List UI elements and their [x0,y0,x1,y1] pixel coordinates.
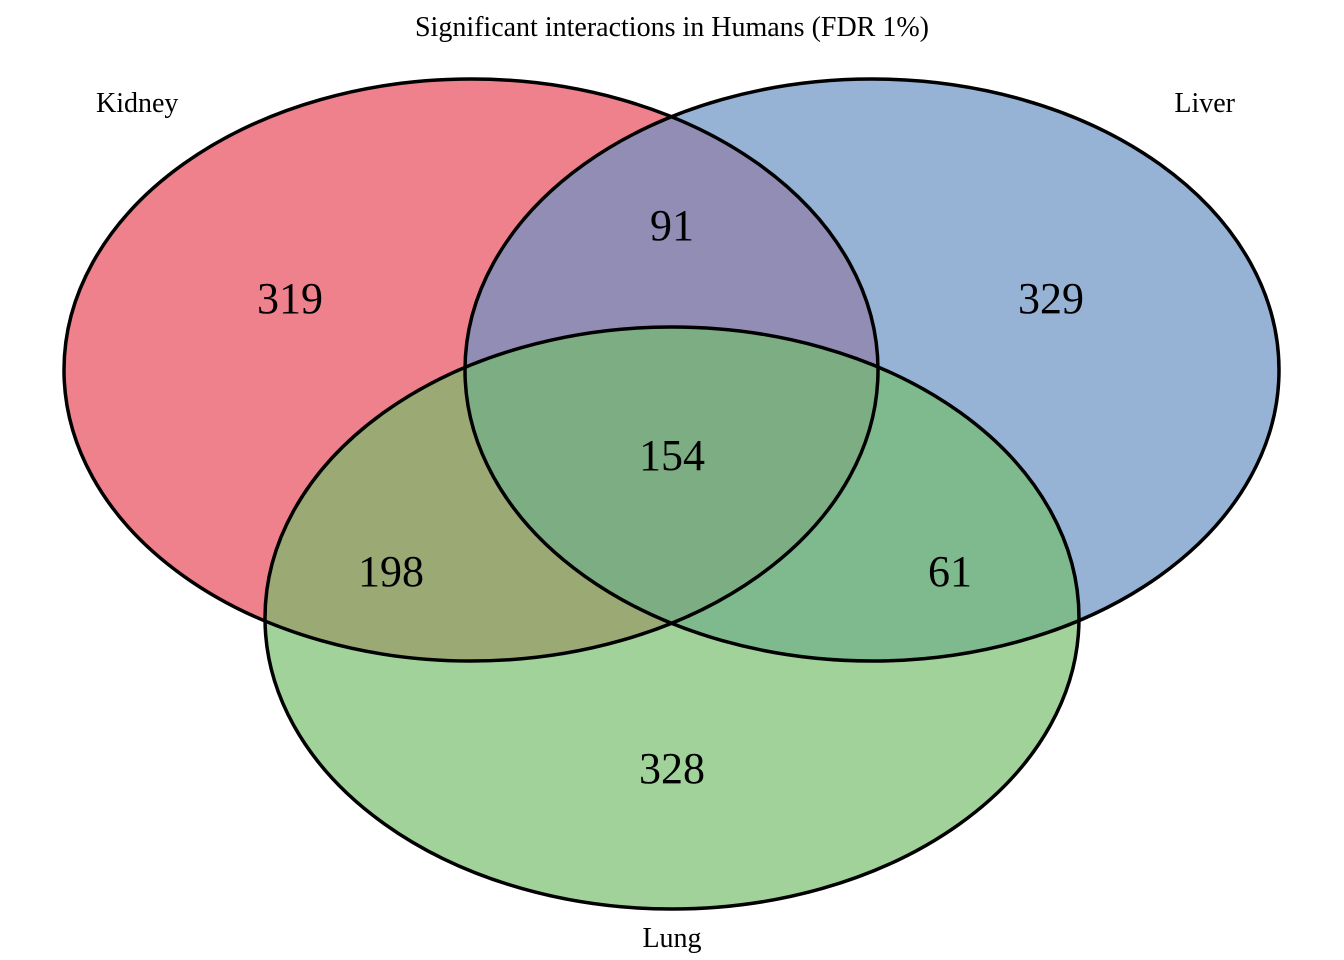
lung-set [265,327,1079,909]
lung-only-count: 328 [639,744,705,793]
kidney-liver-count: 91 [650,201,694,250]
venn-sets [64,79,1279,909]
lung-outline [263,325,1081,911]
liver-label: Liver [1174,88,1235,119]
kidney-only-count: 319 [257,274,323,323]
kidney-lung-count: 198 [358,547,424,596]
liver-outline [463,77,1281,663]
liver-only-count: 329 [1018,274,1084,323]
lung-label: Lung [642,923,701,954]
venn-outlines [62,77,1281,911]
kidney-outline [62,77,880,663]
all-three-count: 154 [639,431,705,480]
liver-lung-count: 61 [928,547,972,596]
diagram-title: Significant interactions in Humans (FDR … [415,12,929,43]
kidney-label: Kidney [96,88,178,119]
